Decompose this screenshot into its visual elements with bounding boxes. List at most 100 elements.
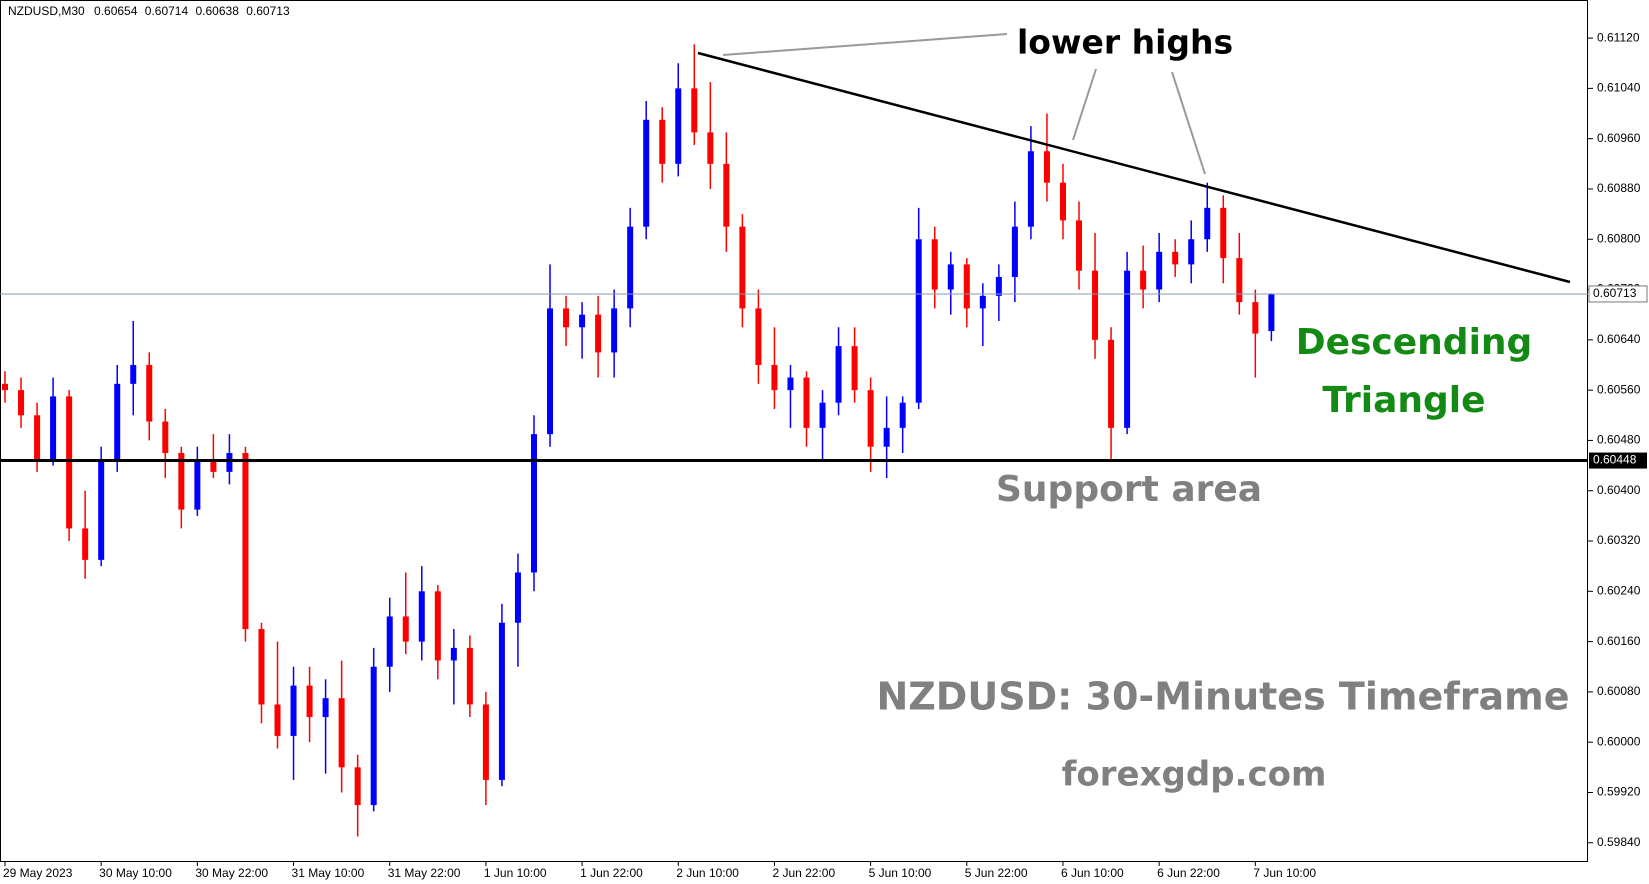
candle-body [707, 132, 714, 164]
candle-body [995, 276, 1002, 296]
candle-body [1059, 182, 1066, 221]
y-tick-label: 0.60960 [1597, 131, 1641, 145]
candle-body [931, 239, 938, 290]
current-price-label: 0.60713 [1593, 286, 1637, 300]
candle-body [178, 453, 185, 510]
x-tick-label: 5 Jun 22:00 [965, 866, 1028, 880]
candle-body [354, 767, 361, 806]
candle-body [434, 591, 441, 661]
candle-body [1172, 251, 1179, 265]
candle-body [899, 402, 906, 428]
candle-body [595, 314, 602, 353]
x-tick-label: 7 Jun 10:00 [1253, 866, 1316, 880]
candle-body [1043, 151, 1050, 183]
candle-body [162, 421, 169, 454]
candle-body [82, 528, 89, 560]
candle-body [450, 647, 457, 661]
candle-body [867, 390, 874, 447]
candle-body [1092, 270, 1099, 340]
candle-body [563, 308, 570, 328]
annotation: NZDUSD: 30-Minutes Timeframe [876, 675, 1569, 719]
candle-body [1252, 302, 1259, 334]
x-tick-label: 6 Jun 10:00 [1061, 866, 1124, 880]
candle-body [210, 459, 217, 472]
candle-body [787, 377, 794, 391]
candle-body [146, 364, 153, 422]
y-tick-label: 0.60640 [1597, 332, 1641, 346]
candle-body [675, 88, 682, 164]
candle-body [130, 364, 137, 384]
candle-body [322, 698, 329, 718]
annotation: Triangle [1322, 380, 1485, 421]
symbol: NZDUSD,M30 [8, 4, 85, 18]
candle-body [114, 383, 121, 460]
x-tick-label: 29 May 2023 [3, 866, 73, 880]
candle-body [579, 314, 586, 328]
candle-body [274, 704, 281, 736]
candle-body [771, 364, 778, 391]
y-tick-label: 0.60160 [1597, 634, 1641, 648]
candle-body [370, 666, 377, 806]
candle-body [1236, 258, 1243, 303]
x-tick-label: 31 May 10:00 [292, 866, 365, 880]
candle-body [627, 226, 634, 309]
candle-body [611, 308, 618, 353]
candle-body [194, 459, 201, 510]
candle-body [2, 383, 8, 391]
candle-body [290, 685, 297, 736]
y-tick-label: 0.60000 [1597, 734, 1641, 748]
candle-body [482, 704, 489, 780]
x-tick-label: 6 Jun 22:00 [1157, 866, 1220, 880]
candle-body [1011, 226, 1018, 277]
y-tick-label: 0.60480 [1597, 433, 1641, 447]
candle-body [755, 308, 762, 365]
high: 0.60714 [145, 4, 189, 18]
x-tick-label: 1 Jun 10:00 [484, 866, 547, 880]
x-tick-label: 30 May 22:00 [195, 866, 268, 880]
y-tick-label: 0.60800 [1597, 231, 1641, 245]
candle-body [1204, 207, 1211, 240]
support-box [1589, 452, 1647, 469]
pointer-line [722, 33, 1008, 56]
candle-body [835, 346, 842, 403]
x-tick-label: 2 Jun 22:00 [772, 866, 835, 880]
candle-body [1140, 270, 1147, 290]
candle-body [723, 163, 730, 227]
candle-body [418, 591, 425, 642]
candle-body [50, 396, 57, 460]
candle-body [1124, 270, 1131, 428]
x-tick-label: 31 May 22:00 [388, 866, 461, 880]
candle-body [466, 647, 473, 705]
candle-body [979, 295, 986, 309]
x-tick-label: 1 Jun 22:00 [580, 866, 643, 880]
candle-body [1076, 220, 1083, 271]
candle-body [98, 459, 105, 560]
candle-body [1027, 151, 1034, 227]
pointer-line [1072, 68, 1097, 141]
y-tick-label: 0.61120 [1597, 30, 1640, 44]
candle-body [1268, 293, 1275, 332]
candle-body [643, 119, 650, 227]
annotation: forexgdp.com [1062, 755, 1327, 795]
candle-body [819, 402, 826, 428]
candle-body [530, 434, 537, 573]
x-tick-label: 30 May 10:00 [99, 866, 172, 880]
candle-body [1220, 207, 1227, 259]
candle-body [547, 308, 554, 435]
candle-body [1188, 239, 1195, 265]
candle-body [739, 226, 746, 309]
annotation: Support area [996, 469, 1262, 510]
y-tick-label: 0.59920 [1597, 785, 1641, 799]
candle-body [691, 88, 698, 133]
annotation: Descending [1296, 322, 1533, 363]
candle-body [947, 264, 954, 290]
current-price-box [1588, 285, 1648, 303]
candle-body [915, 239, 922, 403]
y-tick-label: 0.61040 [1597, 81, 1641, 95]
y-tick-label: 0.60080 [1597, 684, 1641, 698]
candle-body [1108, 339, 1115, 428]
candle-body [338, 698, 345, 768]
candle-body [242, 453, 249, 630]
candle-body [226, 453, 233, 472]
